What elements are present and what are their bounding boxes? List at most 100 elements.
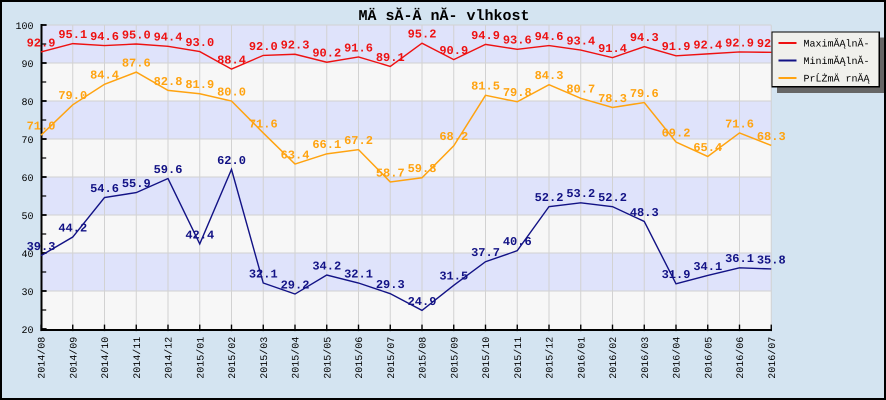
- svg-text:2016/02: 2016/02: [608, 337, 620, 379]
- svg-text:50: 50: [21, 212, 33, 223]
- svg-text:93.0: 93.0: [185, 36, 214, 50]
- svg-text:93.6: 93.6: [503, 34, 532, 48]
- svg-text:92.4: 92.4: [693, 38, 722, 52]
- svg-text:2014/12: 2014/12: [164, 337, 176, 379]
- svg-text:2015/12: 2015/12: [545, 337, 557, 379]
- svg-text:71.6: 71.6: [725, 117, 754, 131]
- svg-text:79.8: 79.8: [503, 86, 532, 100]
- svg-text:34.2: 34.2: [312, 259, 341, 273]
- svg-text:62.0: 62.0: [217, 154, 246, 168]
- svg-text:79.0: 79.0: [58, 89, 87, 103]
- svg-text:40: 40: [21, 250, 33, 261]
- svg-text:40.6: 40.6: [503, 235, 532, 249]
- svg-text:88.4: 88.4: [217, 53, 246, 67]
- svg-text:58.7: 58.7: [376, 166, 405, 180]
- svg-text:95.1: 95.1: [58, 28, 87, 42]
- svg-text:MaximĂĄlnĂ-: MaximĂĄlnĂ-: [804, 37, 870, 50]
- svg-text:PrĹŻmÄ rnĂĄ: PrĹŻmÄ rnĂĄ: [804, 72, 871, 85]
- svg-text:94.4: 94.4: [154, 31, 183, 45]
- svg-text:68.2: 68.2: [439, 130, 468, 144]
- svg-text:30: 30: [21, 288, 33, 299]
- svg-text:35.8: 35.8: [757, 253, 786, 267]
- svg-text:80: 80: [21, 98, 33, 109]
- svg-text:2016/01: 2016/01: [576, 337, 588, 379]
- svg-text:53.2: 53.2: [566, 187, 595, 201]
- svg-text:2014/08: 2014/08: [37, 337, 49, 379]
- svg-text:2016/05: 2016/05: [703, 337, 715, 379]
- svg-text:92.9: 92.9: [725, 36, 754, 50]
- svg-text:2015/06: 2015/06: [354, 337, 366, 379]
- svg-text:95.2: 95.2: [408, 28, 437, 42]
- svg-text:69.2: 69.2: [662, 126, 691, 140]
- svg-text:2015/05: 2015/05: [322, 337, 334, 379]
- svg-text:87.6: 87.6: [122, 57, 151, 71]
- svg-text:MÄ sĂ-Ä nĂ- vlhkost: MÄ sĂ-Ä nĂ- vlhkost: [358, 7, 529, 25]
- svg-text:MinimĂĄlnĂ-: MinimĂĄlnĂ-: [804, 55, 870, 68]
- svg-text:29.3: 29.3: [376, 278, 405, 292]
- svg-text:79.6: 79.6: [630, 87, 659, 101]
- svg-text:91.6: 91.6: [344, 41, 373, 55]
- svg-text:90: 90: [21, 60, 33, 71]
- svg-text:2014/09: 2014/09: [68, 337, 80, 379]
- svg-text:52.2: 52.2: [535, 191, 564, 205]
- svg-text:89.1: 89.1: [376, 51, 405, 65]
- svg-text:91.9: 91.9: [662, 40, 691, 54]
- svg-text:94.3: 94.3: [630, 31, 659, 45]
- svg-text:52.2: 52.2: [598, 191, 627, 205]
- svg-text:31.5: 31.5: [439, 270, 468, 284]
- svg-text:37.7: 37.7: [471, 246, 500, 260]
- svg-text:42.4: 42.4: [185, 228, 214, 242]
- svg-text:80.7: 80.7: [566, 83, 595, 97]
- svg-text:80.0: 80.0: [217, 85, 246, 99]
- svg-text:65.4: 65.4: [693, 141, 722, 155]
- svg-text:63.4: 63.4: [281, 148, 310, 162]
- svg-text:2014/10: 2014/10: [100, 337, 112, 379]
- svg-text:95.0: 95.0: [122, 28, 151, 42]
- svg-text:20: 20: [21, 326, 33, 337]
- svg-text:94.9: 94.9: [471, 29, 500, 43]
- svg-text:90.2: 90.2: [312, 47, 341, 61]
- svg-text:78.3: 78.3: [598, 92, 627, 106]
- svg-text:54.6: 54.6: [90, 182, 119, 196]
- svg-text:59.8: 59.8: [408, 162, 437, 176]
- svg-text:93.4: 93.4: [566, 34, 595, 48]
- svg-text:2015/07: 2015/07: [386, 337, 398, 379]
- svg-text:94.6: 94.6: [535, 30, 564, 44]
- svg-text:2016/04: 2016/04: [672, 337, 684, 379]
- svg-text:2016/06: 2016/06: [735, 337, 747, 379]
- svg-text:90.9: 90.9: [439, 44, 468, 58]
- svg-text:71.6: 71.6: [249, 117, 278, 131]
- svg-text:71.0: 71.0: [27, 120, 56, 134]
- svg-text:82.8: 82.8: [154, 75, 183, 89]
- svg-text:2015/02: 2015/02: [227, 337, 239, 379]
- svg-text:66.1: 66.1: [312, 138, 341, 152]
- svg-text:2014/11: 2014/11: [132, 337, 144, 379]
- svg-text:2015/01: 2015/01: [195, 337, 207, 379]
- svg-text:44.2: 44.2: [58, 221, 87, 235]
- svg-text:2015/11: 2015/11: [513, 337, 525, 379]
- svg-text:60: 60: [21, 174, 33, 185]
- svg-text:48.3: 48.3: [630, 206, 659, 220]
- svg-text:55.9: 55.9: [122, 177, 151, 191]
- svg-text:68.3: 68.3: [757, 130, 786, 144]
- svg-text:39.3: 39.3: [27, 240, 56, 254]
- svg-text:2015/08: 2015/08: [418, 337, 430, 379]
- svg-text:34.1: 34.1: [693, 260, 722, 274]
- svg-text:2016/03: 2016/03: [640, 337, 652, 379]
- svg-text:31.9: 31.9: [662, 268, 691, 282]
- svg-text:2015/04: 2015/04: [291, 337, 303, 379]
- svg-text:2015/10: 2015/10: [481, 337, 493, 379]
- svg-text:59.6: 59.6: [154, 163, 183, 177]
- svg-text:24.9: 24.9: [408, 295, 437, 309]
- svg-text:84.4: 84.4: [90, 69, 119, 83]
- svg-text:29.2: 29.2: [281, 278, 310, 292]
- svg-text:92.0: 92.0: [249, 40, 278, 54]
- svg-text:92.9: 92.9: [27, 36, 56, 50]
- svg-text:81.9: 81.9: [185, 78, 214, 92]
- svg-text:32.1: 32.1: [344, 267, 373, 281]
- svg-text:2015/03: 2015/03: [259, 337, 271, 379]
- svg-text:67.2: 67.2: [344, 134, 373, 148]
- svg-text:91.4: 91.4: [598, 42, 627, 56]
- svg-text:2015/09: 2015/09: [449, 337, 461, 379]
- svg-text:36.1: 36.1: [725, 252, 754, 266]
